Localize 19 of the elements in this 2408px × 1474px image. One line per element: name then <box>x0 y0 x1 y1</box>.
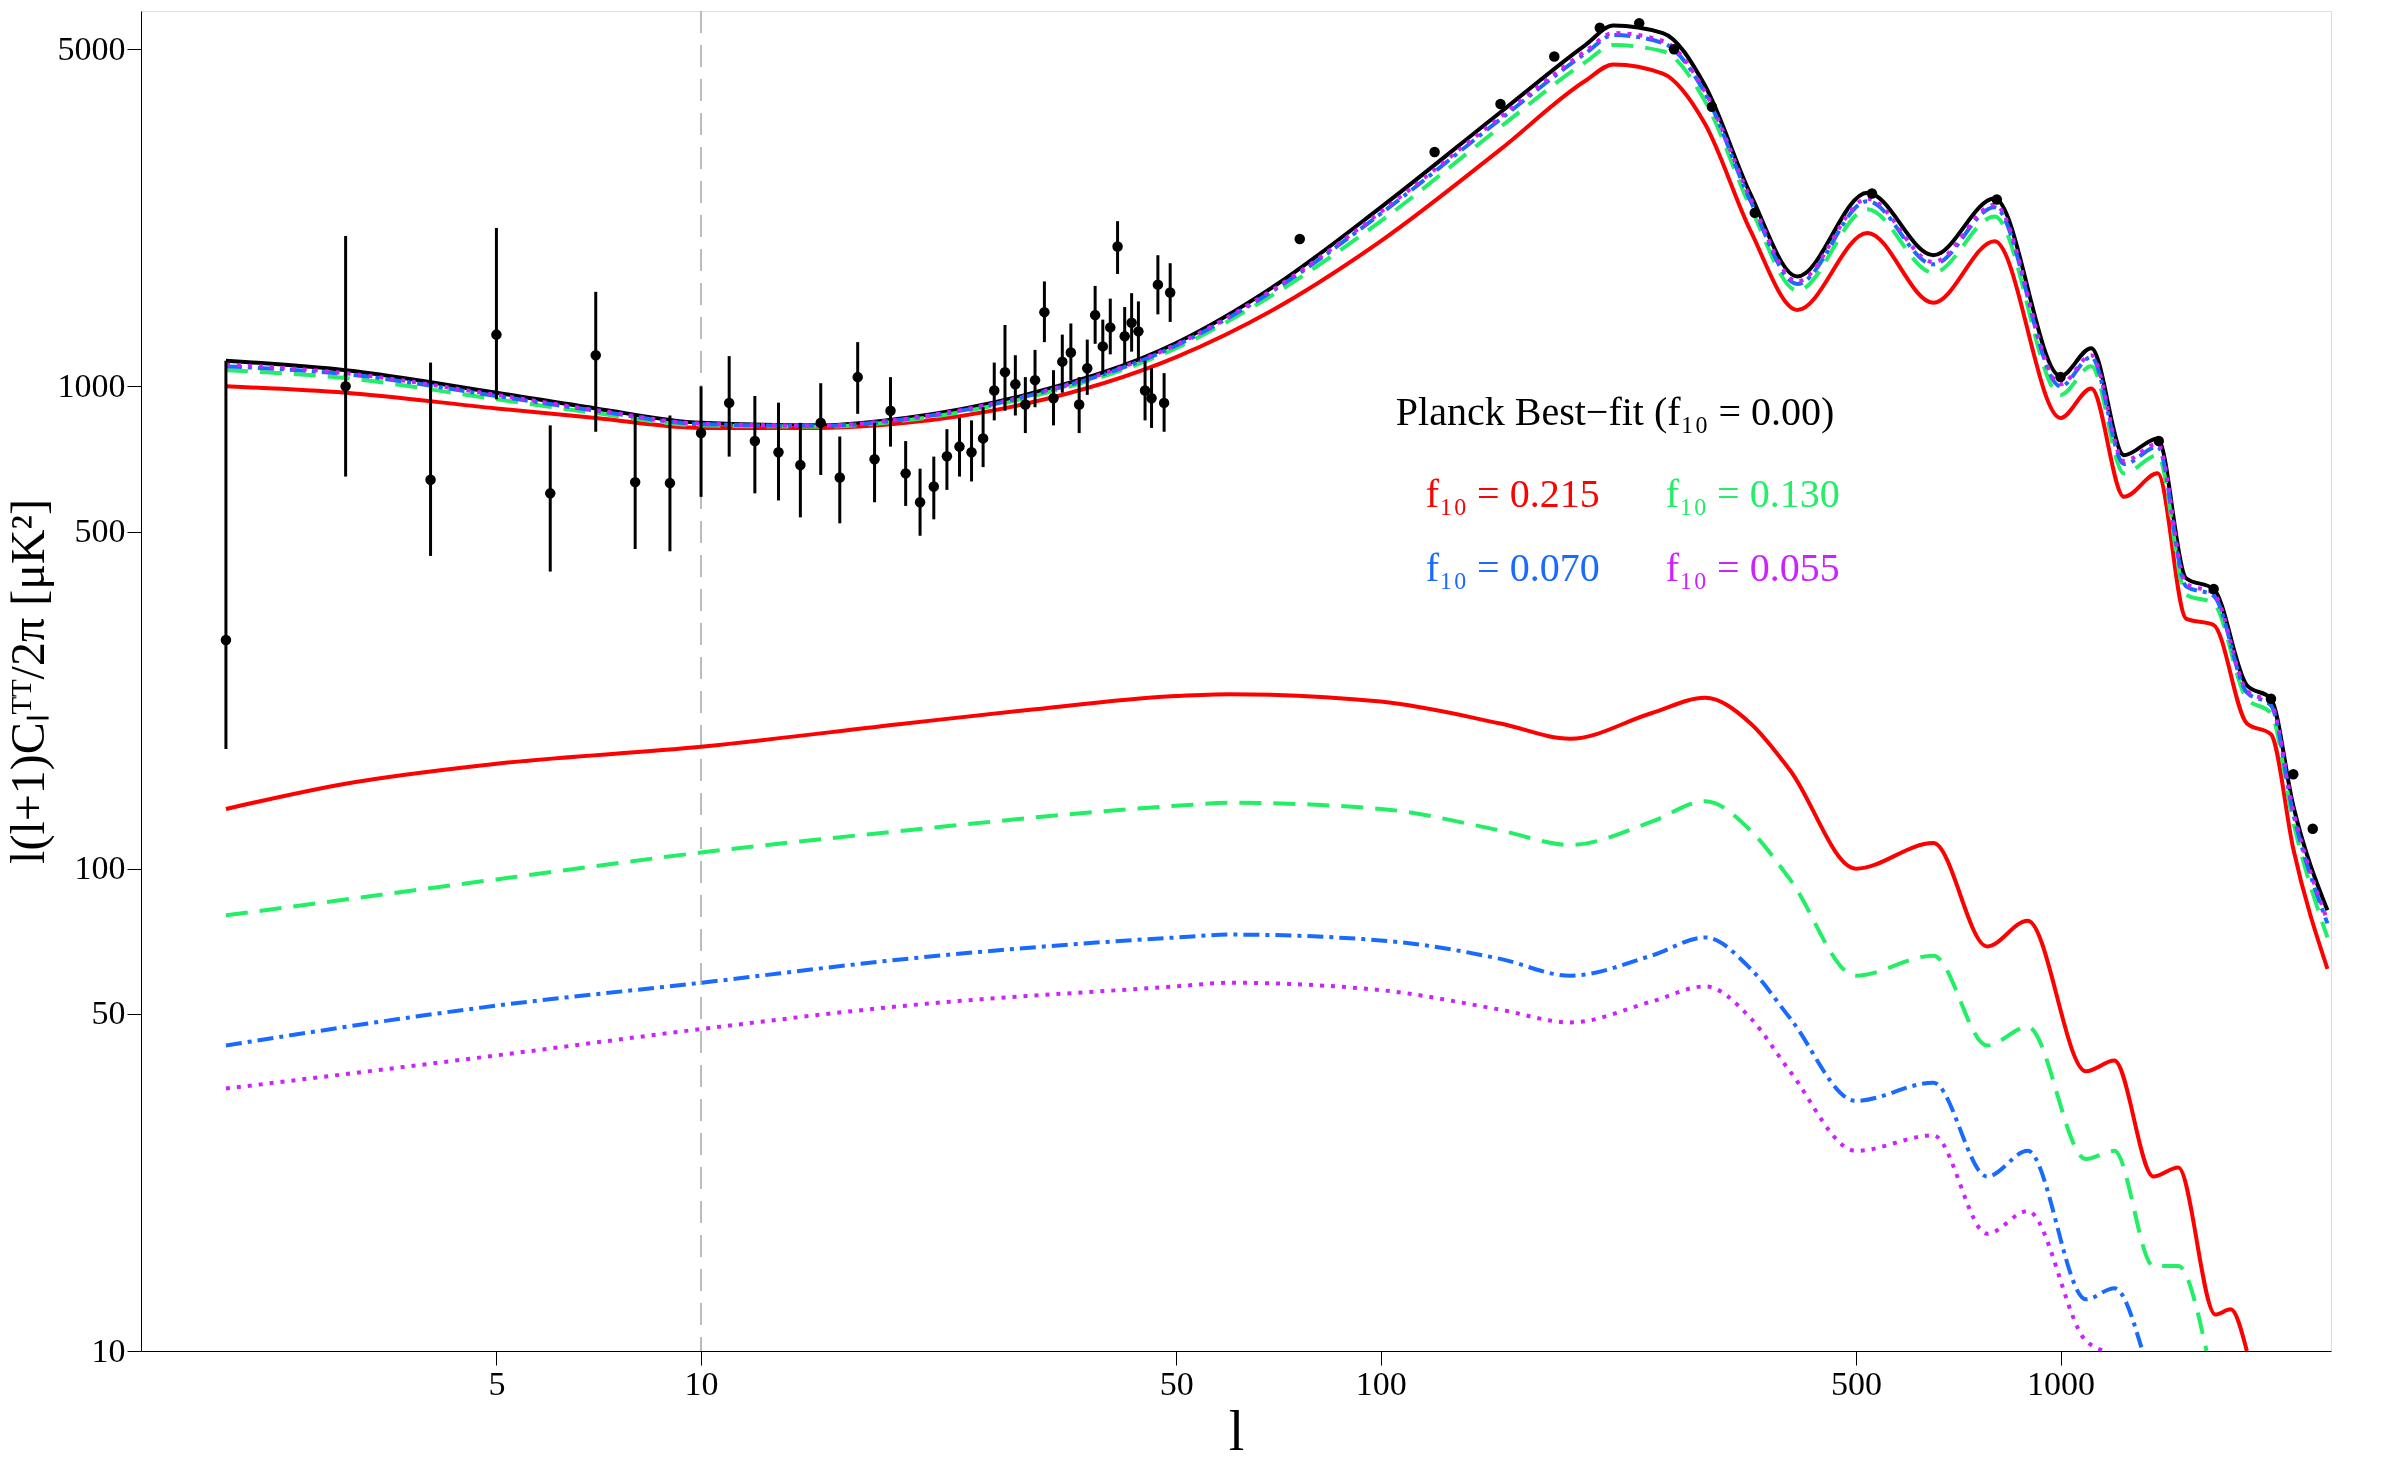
x-tick-label: 100 <box>1355 1364 1407 1402</box>
y-tick-label: 500 <box>74 512 126 550</box>
y-tick-label: 1000 <box>57 366 126 404</box>
y-axis-title: l(l+1)Cₗᵀᵀ/2π [μK²] <box>0 499 55 864</box>
text: Planck Best−fit (f₁₀ = 0.00) <box>1395 389 1835 434</box>
x-tick-label: 500 <box>1830 1364 1882 1402</box>
x-tick-label: 5 <box>488 1364 506 1402</box>
y-tick-label: 10 <box>91 1331 126 1369</box>
y-tick-label: 5000 <box>57 29 126 67</box>
text: f₁₀ = 0.070 <box>1425 545 1600 590</box>
y-tick-label: 50 <box>91 994 126 1032</box>
text: f₁₀ = 0.055 <box>1665 545 1840 590</box>
x-axis-title: l <box>1228 1399 1245 1462</box>
x-tick-label: 50 <box>1159 1364 1194 1402</box>
text: f₁₀ = 0.215 <box>1425 471 1600 516</box>
y-tick-label: 100 <box>74 849 126 887</box>
x-tick-label: 1000 <box>2027 1364 2096 1402</box>
text: f₁₀ = 0.130 <box>1665 471 1840 516</box>
x-tick-label: 10 <box>684 1364 719 1402</box>
